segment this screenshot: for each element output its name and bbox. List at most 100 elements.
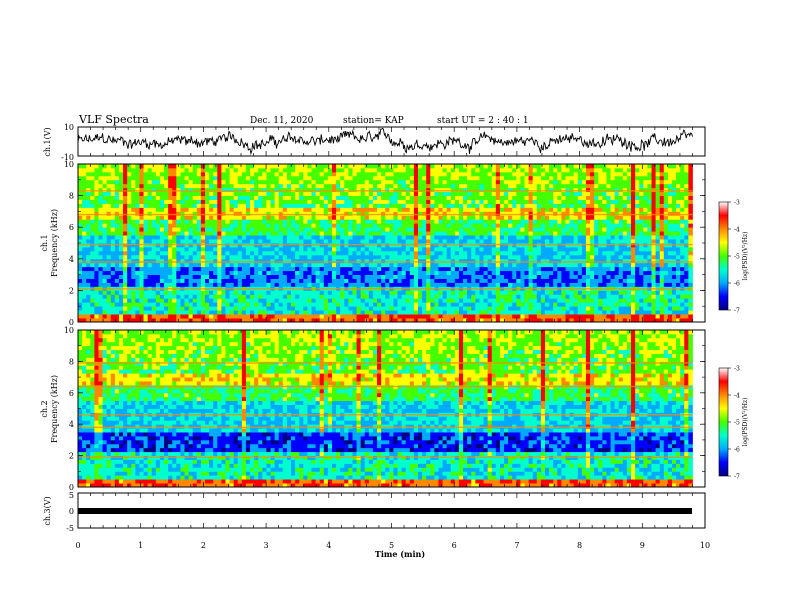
spectrogram-cell bbox=[413, 298, 419, 303]
spectrogram-cell bbox=[299, 219, 304, 224]
spectrogram-cell bbox=[516, 199, 521, 204]
spectrogram-cell bbox=[118, 278, 124, 283]
spectrogram-cell bbox=[688, 215, 693, 220]
spectrogram-cell bbox=[127, 246, 132, 252]
spectrogram-cell bbox=[397, 227, 403, 232]
spectrogram-cell bbox=[495, 246, 501, 252]
spectrogram-cell bbox=[499, 298, 505, 303]
spectrogram-cell bbox=[385, 207, 390, 212]
spectrogram-cell bbox=[204, 246, 210, 252]
spectrogram-cell bbox=[266, 227, 271, 232]
spectrogram-cell bbox=[479, 318, 484, 322]
spectrogram-cell bbox=[577, 314, 583, 319]
spectrogram-cell bbox=[651, 290, 656, 295]
spectrogram-cell bbox=[647, 239, 652, 244]
spectrogram-cell bbox=[434, 227, 439, 232]
spectrogram-cell bbox=[315, 262, 321, 268]
spectrogram-cell bbox=[217, 282, 222, 287]
spectrogram-cell bbox=[598, 199, 603, 204]
spectrogram-cell bbox=[631, 306, 636, 311]
spectrogram-cell bbox=[680, 219, 685, 224]
spectrogram-cell bbox=[577, 207, 583, 212]
spectrogram-cell bbox=[356, 227, 362, 232]
spectrogram-cell bbox=[577, 274, 583, 279]
spectrogram-cell bbox=[565, 262, 570, 268]
spectrogram-cell bbox=[139, 207, 144, 212]
spectrogram-cell bbox=[241, 294, 247, 299]
spectrogram-cell bbox=[364, 246, 370, 252]
spectrogram-cell bbox=[123, 274, 128, 279]
spectrogram-cell bbox=[360, 211, 366, 216]
spectrogram-cell bbox=[442, 223, 448, 228]
spectrogram-cell bbox=[418, 282, 423, 287]
spectrogram-cell bbox=[409, 294, 415, 299]
spectrogram-cell bbox=[360, 270, 366, 275]
spectrogram-cell bbox=[585, 246, 591, 252]
spectrogram-cell bbox=[196, 239, 202, 244]
spectrogram-cell bbox=[540, 211, 546, 216]
spectrogram-cell bbox=[114, 203, 120, 208]
spectrogram-cell bbox=[610, 262, 616, 268]
spectrogram-cell bbox=[340, 278, 345, 283]
spectrogram-cell bbox=[159, 302, 165, 307]
spectrogram-cell bbox=[520, 270, 525, 275]
spectrogram-cell bbox=[434, 270, 439, 275]
spectrogram-cell bbox=[274, 306, 280, 311]
spectrogram-cell bbox=[438, 211, 443, 216]
spectrogram-cell bbox=[467, 314, 472, 319]
spectrogram-cell bbox=[671, 207, 677, 212]
spectrogram-cell bbox=[319, 274, 325, 279]
spectrogram-cell bbox=[422, 294, 427, 299]
spectrogram-cell bbox=[647, 266, 652, 272]
spectrogram-cell bbox=[536, 239, 542, 244]
spectrogram-cell bbox=[254, 195, 259, 200]
spectrogram-cell bbox=[463, 231, 468, 236]
spectrogram-cell bbox=[405, 215, 411, 220]
spectrogram-cell bbox=[655, 227, 661, 232]
spectrogram-cell bbox=[516, 318, 521, 322]
spectrogram-cell bbox=[147, 191, 153, 196]
spectrogram-cell bbox=[463, 207, 468, 212]
spectrogram-cell bbox=[413, 239, 419, 244]
spectrogram-cell bbox=[491, 207, 497, 212]
spectrogram-cell bbox=[626, 219, 632, 224]
spectrogram-cell bbox=[454, 298, 460, 303]
spectrogram-cell bbox=[372, 223, 378, 228]
spectrogram-cell bbox=[172, 235, 177, 240]
spectrogram-cell bbox=[475, 219, 480, 224]
spectrogram-cell bbox=[495, 314, 501, 319]
spectrogram-cell bbox=[479, 203, 484, 208]
spectrogram-cell bbox=[508, 258, 513, 264]
spectrogram-cell bbox=[553, 314, 558, 319]
spectrogram-cell bbox=[86, 215, 91, 220]
spectrogram-cell bbox=[442, 274, 448, 279]
spectrogram-cell bbox=[135, 298, 140, 303]
spectrogram-cell bbox=[508, 199, 513, 204]
spectrogram-cell bbox=[446, 274, 452, 279]
spectrogram-cell bbox=[463, 258, 468, 264]
spectrogram-cell bbox=[413, 246, 419, 252]
spectrogram-cell bbox=[340, 223, 345, 228]
spectrogram-cell bbox=[557, 231, 562, 236]
spectrogram-cell bbox=[389, 290, 394, 295]
spectrogram-cell bbox=[434, 302, 439, 307]
spectrogram-cell bbox=[102, 246, 108, 252]
spectrogram-cell bbox=[684, 246, 689, 252]
spectrogram-cell bbox=[557, 266, 562, 272]
spectrogram-cell bbox=[446, 290, 452, 295]
spectrogram-cell bbox=[315, 195, 321, 200]
spectrogram-cell bbox=[458, 266, 464, 272]
spectrogram-cell bbox=[626, 270, 632, 275]
spectrogram-cell bbox=[426, 314, 431, 319]
spectrogram-cell bbox=[180, 306, 185, 311]
spectrogram-cell bbox=[520, 278, 525, 283]
spectrogram-cell bbox=[594, 278, 599, 283]
spectrogram-cell bbox=[307, 195, 312, 200]
spectrogram-cell bbox=[204, 314, 210, 319]
spectrogram-cell bbox=[463, 274, 468, 279]
spectrogram-cell bbox=[549, 294, 554, 299]
spectrogram-cell bbox=[680, 195, 685, 200]
spectrogram-cell bbox=[667, 298, 673, 303]
spectrogram-cell bbox=[381, 239, 386, 244]
spectrogram-cell bbox=[528, 211, 534, 216]
